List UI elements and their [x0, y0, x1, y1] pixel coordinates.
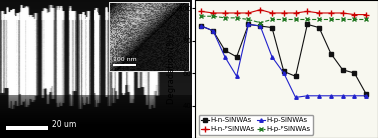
H-n-SiNWAs [199, 25, 204, 27]
Line: H-p-SiNWAs: H-p-SiNWAs [200, 23, 368, 99]
H-n-ᵖSiNWAs [234, 12, 239, 14]
H-n-SiNWAs [282, 71, 286, 72]
H-n-ᵖSiNWAs [305, 10, 310, 12]
H-p-SiNWAs [234, 75, 239, 77]
H-n-SiNWAs [270, 27, 274, 28]
H-n-ᵖSiNWAs [199, 10, 204, 12]
H-n-ᵖSiNWAs [282, 12, 286, 14]
H-n-ᵖSiNWAs [352, 14, 357, 15]
H-n-SiNWAs [211, 30, 215, 32]
H-n-ᵖSiNWAs [223, 12, 227, 14]
Bar [6, 126, 48, 130]
H-p-ᵖSiNWAs [305, 19, 310, 20]
H-p-SiNWAs [328, 95, 333, 97]
H-p-SiNWAs [270, 56, 274, 58]
Line: H-n-ᵖSiNWAs: H-n-ᵖSiNWAs [198, 7, 369, 17]
H-p-ᵖSiNWAs [317, 19, 321, 20]
H-p-ᵖSiNWAs [364, 19, 369, 20]
H-n-ᵖSiNWAs [270, 12, 274, 14]
H-p-ᵖSiNWAs [234, 17, 239, 19]
H-p-ᵖSiNWAs [328, 19, 333, 20]
H-p-ᵖSiNWAs [341, 19, 345, 20]
H-p-ᵖSiNWAs [352, 19, 357, 20]
H-n-SiNWAs [258, 25, 262, 27]
H-n-ᵖSiNWAs [317, 12, 321, 14]
H-n-ᵖSiNWAs [258, 9, 262, 11]
H-p-ᵖSiNWAs [293, 19, 298, 20]
H-p-ᵖSiNWAs [199, 15, 204, 17]
H-p-SiNWAs [199, 25, 204, 27]
Legend: H-n-SiNWAs, H-n-ᵖSiNWAs, H-p-SiNWAs, H-p-ᵖSiNWAs: H-n-SiNWAs, H-n-ᵖSiNWAs, H-p-SiNWAs, H-p… [199, 115, 313, 135]
H-n-SiNWAs [246, 23, 251, 25]
H-p-SiNWAs [293, 97, 298, 98]
H-n-SiNWAs [305, 23, 310, 25]
H-n-SiNWAs [341, 69, 345, 71]
H-n-SiNWAs [223, 50, 227, 51]
H-p-ᵖSiNWAs [223, 17, 227, 19]
H-p-SiNWAs [246, 23, 251, 25]
H-p-SiNWAs [305, 95, 310, 97]
H-n-SiNWAs [364, 93, 369, 95]
H-p-SiNWAs [317, 95, 321, 97]
H-p-SiNWAs [223, 56, 227, 58]
H-n-SiNWAs [234, 56, 239, 58]
H-n-ᵖSiNWAs [293, 12, 298, 14]
H-n-SiNWAs [328, 53, 333, 54]
H-p-ᵖSiNWAs [211, 15, 215, 17]
Text: 20 um: 20 um [52, 120, 76, 129]
H-n-ᵖSiNWAs [211, 12, 215, 14]
H-p-ᵖSiNWAs [258, 22, 262, 24]
H-n-ᵖSiNWAs [328, 12, 333, 14]
H-n-SiNWAs [293, 75, 298, 77]
H-n-SiNWAs [352, 72, 357, 74]
H-n-SiNWAs [317, 27, 321, 28]
Line: H-n-SiNWAs: H-n-SiNWAs [200, 23, 368, 96]
H-p-SiNWAs [341, 95, 345, 97]
H-p-ᵖSiNWAs [246, 19, 251, 20]
H-n-ᵖSiNWAs [246, 12, 251, 14]
H-p-SiNWAs [352, 95, 357, 97]
Y-axis label: Degradation (%): Degradation (%) [167, 34, 177, 104]
H-p-SiNWAs [258, 25, 262, 27]
H-p-SiNWAs [364, 95, 369, 97]
Bar [113, 64, 136, 67]
Text: 100 nm: 100 nm [113, 57, 136, 62]
H-n-ᵖSiNWAs [341, 12, 345, 14]
H-p-ᵖSiNWAs [282, 19, 286, 20]
Line: H-p-ᵖSiNWAs: H-p-ᵖSiNWAs [200, 14, 368, 24]
H-p-SiNWAs [211, 30, 215, 32]
H-p-ᵖSiNWAs [270, 19, 274, 20]
H-n-ᵖSiNWAs [364, 14, 369, 15]
H-p-SiNWAs [282, 72, 286, 74]
